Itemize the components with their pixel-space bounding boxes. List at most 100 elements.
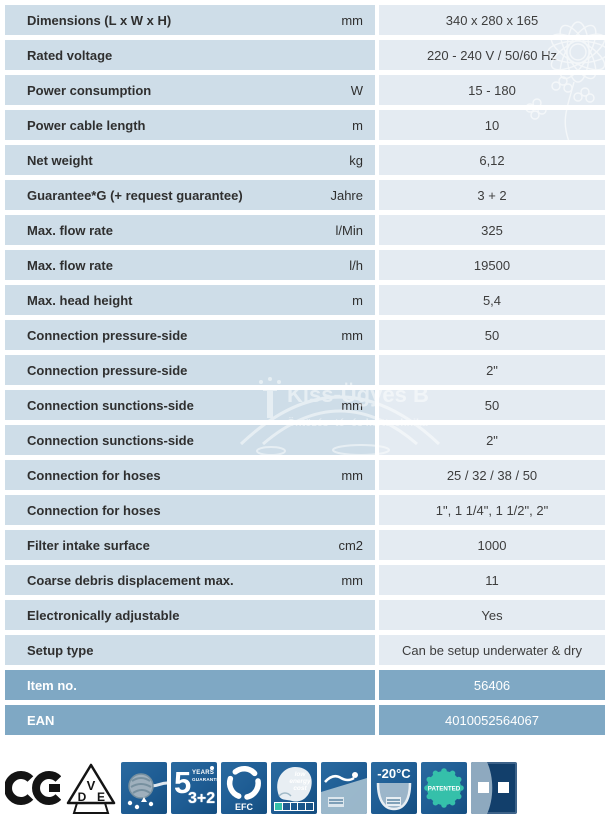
spec-label-cell: Guarantee*G (+ request guarantee) Jahre [5, 180, 375, 210]
spec-value: 25 / 32 / 38 / 50 [446, 467, 538, 483]
low-energy-label: low energy cost [289, 771, 311, 792]
spec-value: 2" [486, 362, 498, 378]
spec-value-cell: 5,4 [379, 285, 605, 315]
spec-label-cell: Max. flow rate l/Min [5, 215, 375, 245]
spec-unit: m [352, 292, 363, 308]
spec-value-cell: 11 [379, 565, 605, 595]
table-row: Dimensions (L x W x H) mm 340 x 280 x 16… [5, 5, 605, 35]
table-row: Connection for hoses 1", 1 1/4", 1 1/2",… [5, 495, 605, 525]
guarantee-five: 5 [174, 765, 192, 800]
guarantee-word: GUARANTEE [192, 777, 217, 782]
table-row: Electronically adjustable Yes [5, 600, 605, 630]
spec-label: Net weight [27, 152, 93, 168]
spec-unit: cm2 [338, 537, 363, 553]
spec-label: Connection sunctions-side [27, 432, 194, 448]
spec-unit: mm [341, 397, 363, 413]
swimmer-icon [321, 762, 367, 814]
spec-label: Connection sunctions-side [27, 397, 194, 413]
spec-label-cell: Power cable length m [5, 110, 375, 140]
spec-value-cell: 3 + 2 [379, 180, 605, 210]
spec-value: Can be setup underwater & dry [402, 642, 582, 658]
vde-letter-v: V [87, 778, 96, 793]
certification-badges: V D E 5 YEARS GUARANTEE 3+2 EF [5, 762, 517, 814]
efc-label: EFC [235, 802, 254, 812]
spec-label-cell: Setup type [5, 635, 375, 665]
spec-label: EAN [27, 712, 55, 728]
spec-label: Item no. [27, 677, 77, 693]
spec-unit: Jahre [330, 187, 363, 203]
spec-label-cell: EAN [5, 705, 375, 735]
spec-label: Connection pressure-side [27, 362, 188, 378]
spec-value-cell: 2" [379, 425, 605, 455]
spec-label: Connection pressure-side [27, 327, 188, 343]
table-row: Item no. 56406 [5, 670, 605, 700]
spec-value: 50 [484, 327, 500, 343]
spec-value: 6,12 [479, 152, 505, 168]
spec-label-cell: Connection for hoses [5, 495, 375, 525]
spec-value-cell: 4010052564067 [379, 705, 605, 735]
spec-unit: mm [341, 467, 363, 483]
table-row: Coarse debris displacement max. mm 11 [5, 565, 605, 595]
table-row: Setup type Can be setup underwater & dry [5, 635, 605, 665]
spec-label: Guarantee*G (+ request guarantee) [27, 187, 243, 203]
spec-label-cell: Net weight kg [5, 145, 375, 175]
spec-value: 325 [481, 222, 503, 238]
spec-value-cell: 1000 [379, 530, 605, 560]
spec-value: 340 x 280 x 165 [445, 12, 539, 28]
spec-value-cell: 56406 [379, 670, 605, 700]
spec-value: 2" [486, 432, 498, 448]
spec-label: Max. flow rate [27, 257, 113, 273]
spec-label: Power consumption [27, 82, 152, 98]
spec-value-cell: 15 - 180 [379, 75, 605, 105]
table-row: Connection sunctions-side 2" [5, 425, 605, 455]
spec-label: Electronically adjustable [27, 607, 180, 623]
guarantee-years: YEARS [192, 770, 215, 776]
table-row: EAN 4010052564067 [5, 705, 605, 735]
spec-value: 19500 [473, 257, 511, 273]
spec-label: Filter intake surface [27, 537, 150, 553]
spec-label-cell: Connection pressure-side mm [5, 320, 375, 350]
table-row: Guarantee*G (+ request guarantee) Jahre … [5, 180, 605, 210]
spec-label-cell: Dimensions (L x W x H) mm [5, 5, 375, 35]
low-energy-cost-icon: low energy cost [271, 762, 317, 814]
five-years-guarantee-icon: 5 YEARS GUARANTEE 3+2 [171, 762, 217, 814]
table-row: Power consumption W 15 - 180 [5, 75, 605, 105]
spec-value: Yes [481, 607, 503, 623]
spec-label: Dimensions (L x W x H) [27, 12, 172, 28]
spec-value-cell: 50 [379, 320, 605, 350]
spec-value: 5,4 [482, 292, 502, 308]
spec-label-cell: Max. flow rate l/h [5, 250, 375, 280]
table-row: Connection pressure-side 2" [5, 355, 605, 385]
spec-label-cell: Electronically adjustable [5, 600, 375, 630]
spec-value: 50 [484, 397, 500, 413]
spec-unit: mm [341, 12, 363, 28]
patented-label: PATENTED [428, 786, 461, 793]
spec-unit: l/h [349, 257, 363, 273]
spec-label-cell: Coarse debris displacement max. mm [5, 565, 375, 595]
spec-unit: W [350, 82, 363, 98]
spec-value: 220 - 240 V / 50/60 Hz [426, 47, 558, 63]
spec-value: 4010052564067 [445, 712, 539, 728]
guarantee-bonus: 3+2 [188, 790, 216, 807]
spec-value-cell: 220 - 240 V / 50/60 Hz [379, 40, 605, 70]
table-row: Connection sunctions-side mm 50 [5, 390, 605, 420]
spec-label: Max. flow rate [27, 222, 113, 238]
spec-value-cell: 340 x 280 x 165 [379, 5, 605, 35]
spec-label: Rated voltage [27, 47, 113, 63]
spec-label: Coarse debris displacement max. [27, 572, 234, 588]
spec-label-cell: Power consumption W [5, 75, 375, 105]
patented-icon: PATENTED [421, 762, 467, 814]
spec-unit: mm [341, 572, 363, 588]
vde-letter-d: D [78, 790, 87, 804]
table-row: Connection for hoses mm 25 / 32 / 38 / 5… [5, 460, 605, 490]
spec-label-cell: Connection for hoses mm [5, 460, 375, 490]
spec-label: Power cable length [27, 117, 146, 133]
spec-value-cell: 6,12 [379, 145, 605, 175]
table-row: Max. head height m 5,4 [5, 285, 605, 315]
spec-unit: mm [341, 327, 363, 343]
ce-mark-icon [5, 771, 61, 805]
spec-value-cell: Can be setup underwater & dry [379, 635, 605, 665]
table-row: Connection pressure-side mm 50 [5, 320, 605, 350]
spec-label: Connection for hoses [27, 467, 161, 483]
spec-label-cell: Max. head height m [5, 285, 375, 315]
